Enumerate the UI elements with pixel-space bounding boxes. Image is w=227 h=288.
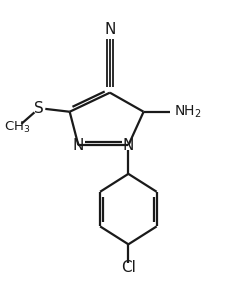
Text: NH$_2$: NH$_2$ — [173, 104, 201, 120]
Text: Cl: Cl — [120, 259, 135, 274]
Text: CH$_3$: CH$_3$ — [4, 120, 31, 135]
Text: N: N — [122, 138, 133, 153]
Text: N: N — [72, 138, 84, 153]
Text: N: N — [104, 22, 115, 37]
Text: S: S — [34, 101, 44, 116]
